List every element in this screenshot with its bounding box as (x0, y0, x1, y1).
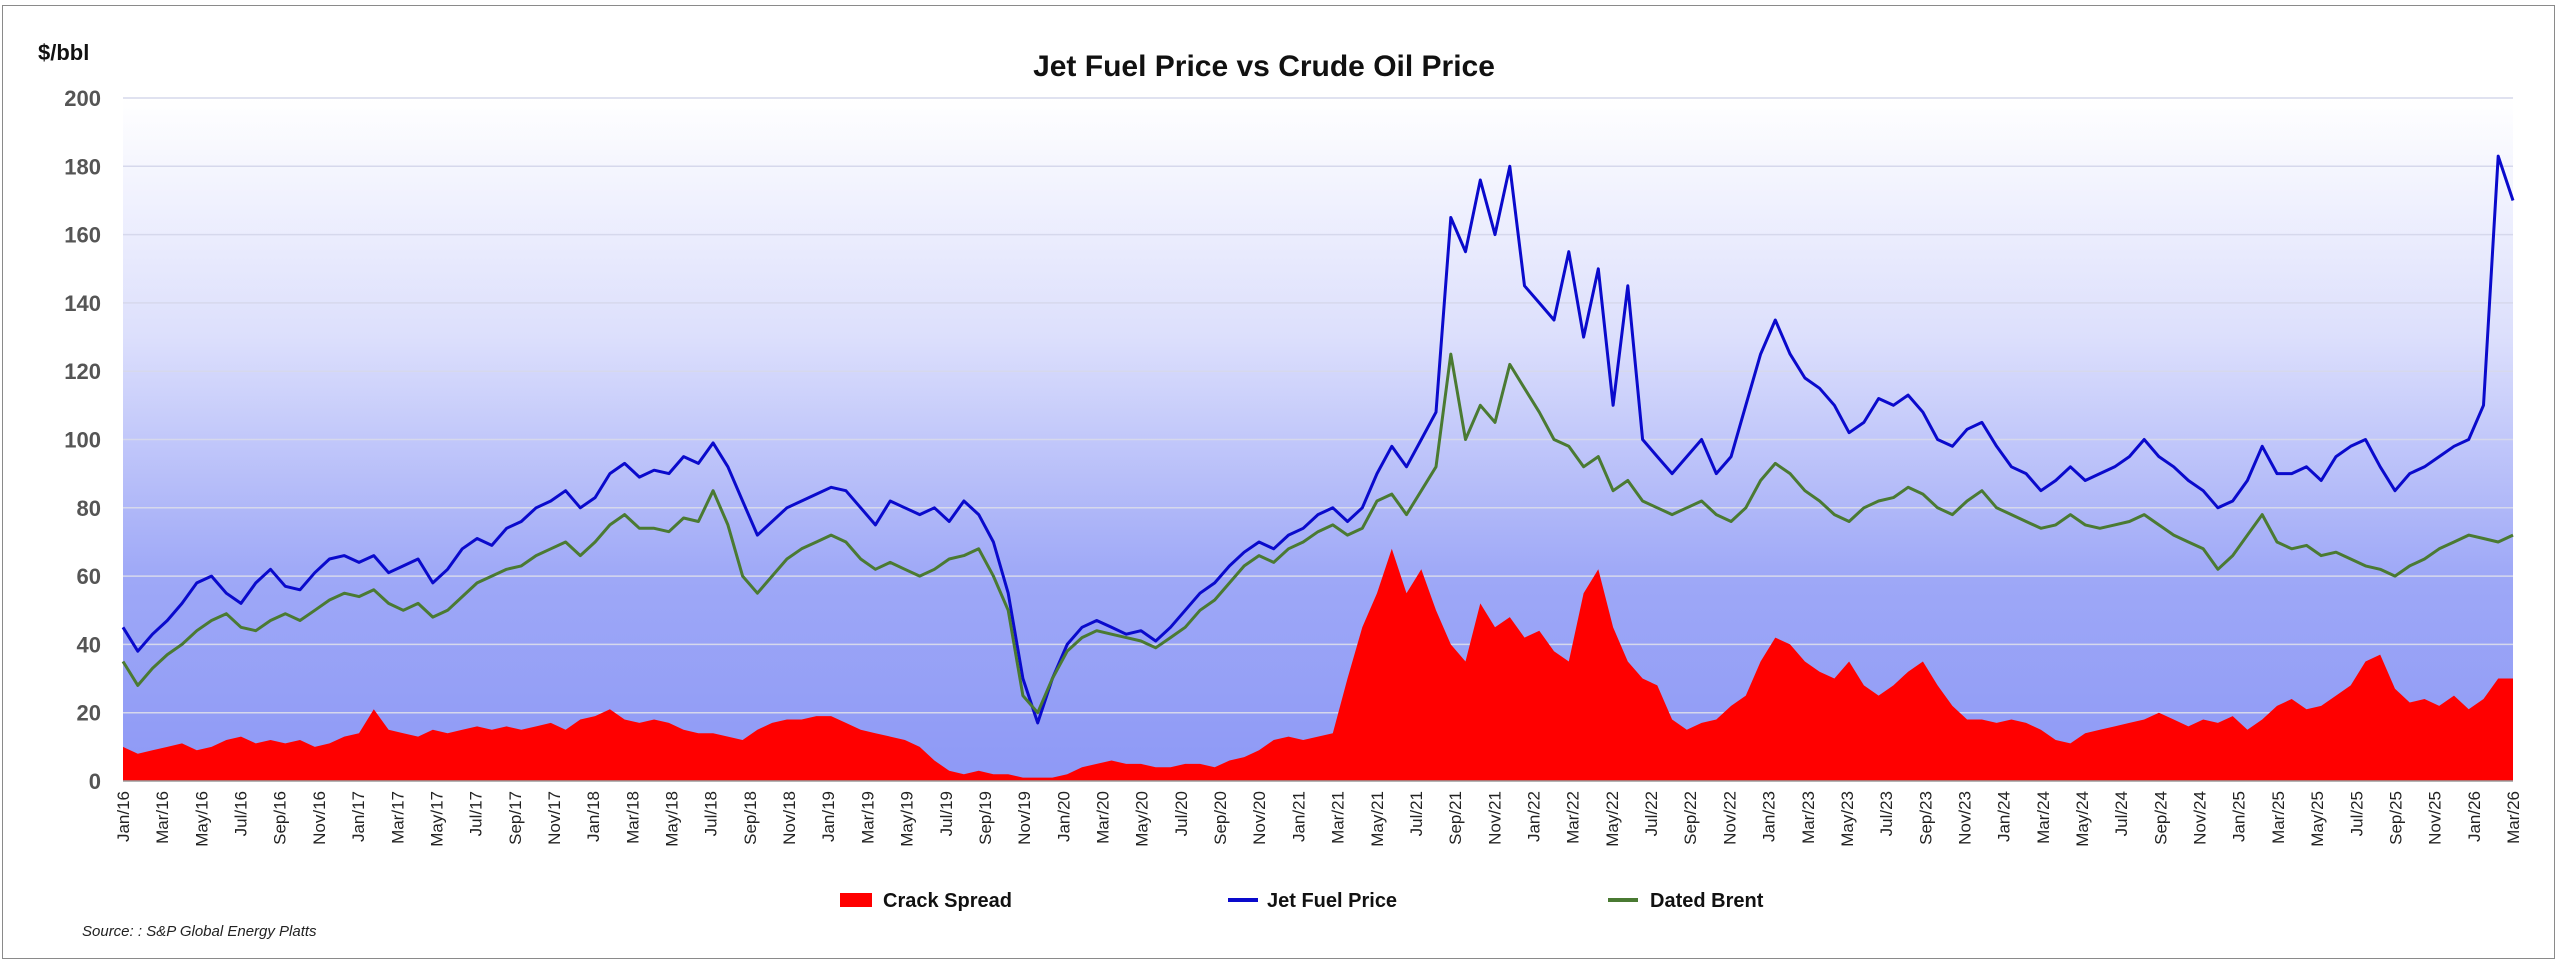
x-tick-label-May-23: May/23 (1838, 791, 1857, 847)
x-tick-label-May-24: May/24 (2073, 791, 2092, 847)
x-tick-label-Nov-25: Nov/25 (2426, 791, 2445, 845)
source-note: Source: : S&P Global Energy Platts (82, 923, 317, 940)
x-tick-label-Jan-21: Jan/21 (1289, 791, 1308, 842)
x-tick-label-Sep-17: Sep/17 (506, 791, 525, 845)
x-tick-label-Mar-21: Mar/21 (1329, 791, 1348, 844)
x-tick-label-Mar-23: Mar/23 (1799, 791, 1818, 844)
x-tick-label-Mar-16: Mar/16 (153, 791, 172, 844)
legend-label-crack-spread: Crack Spread (883, 890, 1012, 912)
line-layer (121, 154, 2515, 725)
x-tick-label-Nov-21: Nov/21 (1485, 791, 1504, 845)
x-tick-label-Jul-24: Jul/24 (2112, 791, 2131, 836)
x-tick-label-May-19: May/19 (898, 791, 917, 847)
x-tick-label-Jul-21: Jul/21 (1407, 791, 1426, 836)
y-tick-label-120: 120 (64, 359, 101, 384)
x-tick-label-May-21: May/21 (1368, 791, 1387, 847)
x-tick-label-Jul-19: Jul/19 (937, 791, 956, 836)
x-tick-label-Jan-23: Jan/23 (1760, 791, 1779, 842)
x-tick-label-Jan-16: Jan/16 (114, 791, 133, 842)
x-tick-label-Jul-23: Jul/23 (1877, 791, 1896, 836)
chart-title: Jet Fuel Price vs Crude Oil Price (1033, 50, 1495, 83)
y-tick-label-0: 0 (89, 769, 101, 794)
area-layer (123, 548, 2513, 781)
y-tick-label-40: 40 (77, 632, 101, 657)
x-tick-label-May-17: May/17 (427, 791, 446, 847)
series-area-crack-spread (123, 548, 2513, 781)
x-tick-label-Nov-19: Nov/19 (1015, 791, 1034, 845)
x-tick-label-Nov-17: Nov/17 (545, 791, 564, 845)
x-tick-label-May-18: May/18 (663, 791, 682, 847)
legend: Crack Spread Jet Fuel Price Dated Brent (840, 890, 1764, 912)
x-tick-labels: Jan/16 Mar/16 May/16 Jul/16 Sep/16 Nov/16 Jan/… (114, 791, 2523, 847)
x-tick-label-Mar-19: Mar/19 (858, 791, 877, 844)
x-tick-label-Mar-20: Mar/20 (1094, 791, 1113, 844)
y-axis-unit-label: $/bbl (38, 40, 89, 65)
x-tick-label-May-25: May/25 (2308, 791, 2327, 847)
x-tick-label-Nov-24: Nov/24 (2191, 791, 2210, 845)
x-tick-label-Mar-17: Mar/17 (388, 791, 407, 844)
x-tick-label-Jan-17: Jan/17 (349, 791, 368, 842)
x-tick-label-May-22: May/22 (1603, 791, 1622, 847)
x-tick-label-Mar-26: Mar/26 (2504, 791, 2523, 844)
x-tick-label-Jan-24: Jan/24 (1995, 791, 2014, 842)
x-tick-label-Jul-16: Jul/16 (232, 791, 251, 836)
x-tick-label-Jan-20: Jan/20 (1054, 791, 1073, 842)
y-tick-label-60: 60 (77, 564, 101, 589)
x-tick-label-Jan-25: Jan/25 (2230, 791, 2249, 842)
x-tick-label-Sep-23: Sep/23 (1916, 791, 1935, 845)
y-tick-label-140: 140 (64, 291, 101, 316)
x-tick-label-Sep-22: Sep/22 (1681, 791, 1700, 845)
y-tick-labels: 0 20 40 60 80 100 120 140 160 180 200 (64, 86, 101, 794)
legend-swatch-crack-spread (840, 893, 872, 907)
legend-label-jet-fuel-price: Jet Fuel Price (1267, 890, 1397, 912)
x-tick-label-Mar-18: Mar/18 (623, 791, 642, 844)
x-tick-label-Sep-24: Sep/24 (2151, 791, 2170, 845)
y-tick-label-20: 20 (77, 701, 101, 726)
x-tick-label-Sep-20: Sep/20 (1211, 791, 1230, 845)
x-tick-label-Sep-19: Sep/19 (976, 791, 995, 845)
x-tick-label-Nov-16: Nov/16 (310, 791, 329, 845)
x-tick-label-Jul-25: Jul/25 (2347, 791, 2366, 836)
x-tick-label-Sep-21: Sep/21 (1446, 791, 1465, 845)
legend-item-dated-brent: Dated Brent (1608, 890, 1764, 912)
x-tick-label-Sep-25: Sep/25 (2387, 791, 2406, 845)
y-tick-label-100: 100 (64, 428, 101, 453)
y-tick-label-200: 200 (64, 86, 101, 111)
legend-label-dated-brent: Dated Brent (1650, 890, 1764, 912)
series-line-dated-brent (121, 352, 2514, 715)
x-tick-label-Nov-23: Nov/23 (1956, 791, 1975, 845)
x-tick-label-Nov-20: Nov/20 (1250, 791, 1269, 845)
x-tick-label-Mar-24: Mar/24 (2034, 791, 2053, 844)
x-tick-label-Jan-18: Jan/18 (584, 791, 603, 842)
x-tick-label-Jul-22: Jul/22 (1642, 791, 1661, 836)
legend-item-crack-spread: Crack Spread (840, 890, 1012, 912)
x-tick-label-May-20: May/20 (1133, 791, 1152, 847)
x-tick-label-Jul-17: Jul/17 (467, 791, 486, 836)
x-tick-label-Jan-26: Jan/26 (2465, 791, 2484, 842)
x-tick-label-Sep-18: Sep/18 (741, 791, 760, 845)
x-tick-label-Jul-20: Jul/20 (1172, 791, 1191, 836)
x-tick-label-Jan-19: Jan/19 (819, 791, 838, 842)
y-tick-label-80: 80 (77, 496, 101, 521)
x-tick-label-Jul-18: Jul/18 (702, 791, 721, 836)
x-tick-label-Nov-18: Nov/18 (780, 791, 799, 845)
x-tick-label-Mar-22: Mar/22 (1564, 791, 1583, 844)
legend-item-jet-fuel-price: Jet Fuel Price (1228, 890, 1397, 912)
series-line-jet-fuel-price (121, 154, 2515, 725)
gridlines (123, 97, 2513, 714)
y-tick-label-180: 180 (64, 154, 101, 179)
x-tick-label-Mar-25: Mar/25 (2269, 791, 2288, 844)
x-tick-label-Sep-16: Sep/16 (271, 791, 290, 845)
y-tick-label-160: 160 (64, 223, 101, 248)
x-tick-label-Nov-22: Nov/22 (1720, 791, 1739, 845)
x-tick-label-May-16: May/16 (192, 791, 211, 847)
x-tick-label-Jan-22: Jan/22 (1525, 791, 1544, 842)
